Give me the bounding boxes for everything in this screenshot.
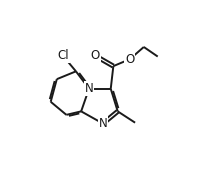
Text: O: O: [125, 53, 135, 66]
Text: N: N: [85, 82, 93, 95]
Text: Cl: Cl: [57, 49, 69, 62]
Text: O: O: [90, 49, 100, 62]
Text: N: N: [99, 117, 107, 130]
